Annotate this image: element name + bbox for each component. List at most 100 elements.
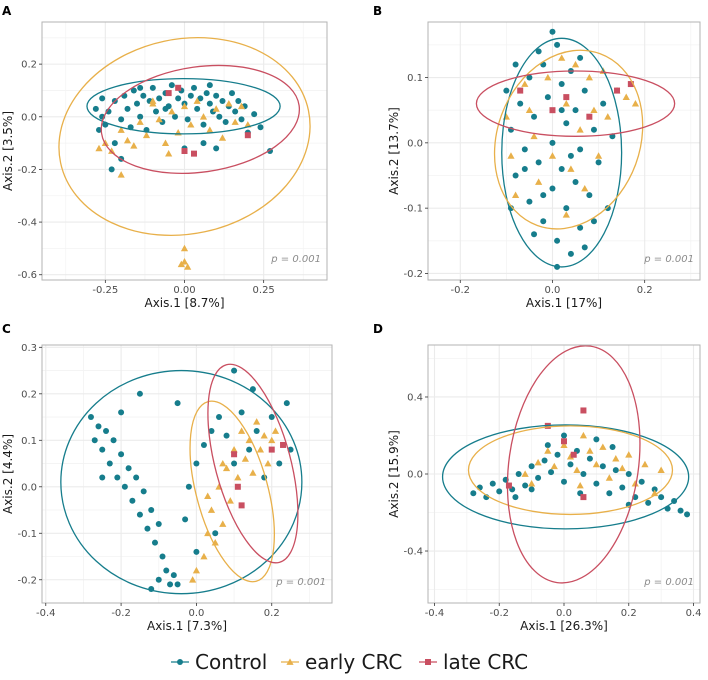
y-tick-label: 0.0: [21, 482, 37, 493]
control-point: [535, 48, 542, 55]
late-point: [165, 90, 172, 97]
control-point: [521, 165, 528, 172]
p-value-annotation: p = 0.001: [643, 577, 694, 588]
series-early: [521, 431, 665, 497]
early-point: [560, 441, 568, 448]
control-point: [129, 497, 136, 504]
early-point: [249, 469, 257, 476]
gridlines: [428, 22, 700, 280]
x-tick-label: 0.4: [686, 608, 702, 619]
control-point: [133, 474, 140, 481]
late-point: [234, 483, 241, 490]
early-point: [155, 115, 163, 123]
late-point: [175, 84, 182, 91]
control-point: [489, 480, 496, 487]
control-point: [110, 437, 117, 444]
control-point: [612, 467, 619, 474]
y-tick-label: 0.2: [21, 60, 37, 71]
control-point: [174, 581, 181, 588]
early-point: [219, 520, 227, 527]
p-value-annotation: p = 0.001: [270, 254, 321, 265]
early-point: [544, 447, 552, 454]
control-point: [577, 224, 584, 231]
control-point: [515, 471, 522, 477]
early-point: [550, 462, 558, 470]
control-point: [540, 192, 547, 199]
early-point: [200, 552, 208, 560]
early-point: [117, 171, 125, 178]
y-tick-label: -0.2: [17, 165, 37, 176]
early-point: [204, 492, 212, 499]
y-tick-label: -0.2: [17, 575, 37, 586]
early-point: [571, 60, 580, 68]
control-point: [130, 87, 137, 94]
y-tick-label: 0.1: [21, 436, 37, 447]
control-point: [586, 192, 593, 199]
early-point: [585, 73, 593, 81]
early-point: [525, 106, 534, 114]
early-point: [535, 178, 543, 185]
early-point: [576, 481, 584, 489]
early-point: [586, 447, 594, 454]
control-point: [125, 465, 132, 472]
early-point: [226, 497, 234, 504]
control-point: [535, 159, 542, 166]
control-point: [140, 92, 147, 99]
legend-label: late CRC: [443, 650, 528, 674]
control-point: [200, 140, 207, 147]
control-point: [517, 100, 524, 107]
control-point: [206, 100, 213, 107]
late-point: [505, 482, 512, 489]
control-point: [155, 576, 162, 583]
control-point: [136, 511, 143, 518]
control-point: [175, 95, 182, 102]
early-point: [219, 459, 227, 467]
panel-letter: D: [373, 322, 383, 336]
control-point: [645, 499, 652, 506]
control-confidence-ellipse: [60, 369, 303, 595]
early-point: [130, 142, 138, 149]
control-point: [197, 95, 204, 102]
early-point: [507, 152, 515, 159]
late-point: [231, 451, 238, 458]
early-point: [206, 126, 214, 133]
late-point: [563, 94, 570, 101]
control-point: [526, 74, 533, 81]
control-point: [531, 231, 538, 238]
control-point: [554, 451, 561, 458]
control-point: [604, 205, 611, 212]
control-point: [593, 480, 600, 487]
early-point: [199, 113, 208, 120]
late-point: [580, 407, 587, 414]
late-point: [517, 87, 524, 94]
control-point: [99, 95, 106, 102]
early-point: [548, 152, 557, 159]
early-point: [230, 445, 238, 453]
early-point: [558, 54, 566, 61]
late-point: [580, 494, 587, 501]
control-point: [208, 428, 215, 434]
control-point: [548, 469, 555, 476]
control-point: [231, 460, 238, 467]
early-point: [189, 576, 197, 583]
early-point: [530, 132, 538, 140]
early-point: [521, 80, 529, 87]
control-point: [558, 107, 565, 114]
plot-background: [42, 345, 332, 603]
control-point: [185, 483, 192, 490]
control-point: [118, 409, 125, 416]
control-point: [87, 414, 94, 421]
control-point: [528, 486, 535, 493]
early-point: [534, 458, 542, 466]
x-tick-label: 0.0: [556, 608, 572, 619]
legend-key-icon: [177, 659, 183, 665]
late-point: [280, 441, 287, 448]
control-point: [563, 205, 570, 212]
early-point: [238, 427, 246, 434]
late-point: [627, 81, 634, 88]
x-tick-label: 0.0: [188, 608, 204, 619]
control-point: [684, 511, 691, 518]
control-point: [144, 525, 151, 532]
legend-label: early CRC: [305, 650, 402, 674]
control-point: [572, 179, 579, 186]
